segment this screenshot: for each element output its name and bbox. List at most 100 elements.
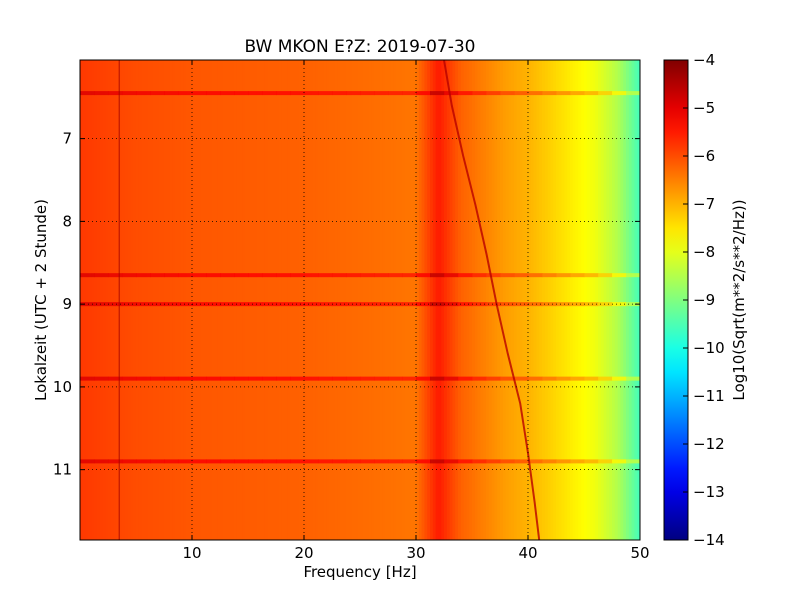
heatmap-band — [178, 376, 193, 381]
heatmap-column — [379, 60, 383, 540]
heatmap-column — [318, 60, 322, 540]
heatmap-band — [528, 459, 543, 464]
heatmap-band — [584, 273, 599, 278]
heatmap-column — [460, 60, 465, 540]
heatmap-column — [108, 60, 112, 540]
heatmap-band — [584, 459, 599, 464]
colorbar-tick-label: −13 — [693, 483, 725, 501]
heatmap-band — [220, 302, 235, 307]
heatmap-band — [626, 376, 640, 381]
heatmap-band — [290, 302, 305, 307]
heatmap-band — [192, 273, 207, 278]
heatmap-column — [172, 60, 176, 540]
x-tick-label: 20 — [294, 544, 313, 562]
heatmap-column — [248, 60, 252, 540]
colorbar-tick-label: −4 — [693, 51, 715, 69]
heatmap-column — [393, 60, 397, 540]
heatmap-band — [402, 91, 417, 96]
heatmap-column — [432, 60, 437, 540]
heatmap-band — [458, 302, 473, 307]
heatmap-column — [214, 60, 218, 540]
heatmap-column — [584, 60, 588, 540]
heatmap-band — [444, 91, 459, 96]
heatmap-column — [267, 60, 271, 540]
heatmap-column — [194, 60, 199, 540]
heatmap-band — [626, 459, 640, 464]
heatmap-column — [236, 60, 241, 540]
heatmap-band — [346, 459, 361, 464]
heatmap-band — [80, 91, 95, 96]
heatmap-band — [192, 302, 207, 307]
heatmap-band — [304, 376, 319, 381]
heatmap-band — [598, 459, 613, 464]
heatmap-column — [343, 60, 347, 540]
heatmap-column — [623, 60, 627, 540]
heatmap-band — [514, 459, 529, 464]
heatmap-column — [360, 60, 364, 540]
heatmap-column — [94, 60, 98, 540]
heatmap-column — [617, 60, 621, 540]
heatmap-column — [586, 60, 591, 540]
heatmap-band — [430, 376, 445, 381]
heatmap-column — [502, 60, 507, 540]
heatmap-column — [270, 60, 274, 540]
heatmap-band — [234, 302, 249, 307]
heatmap-column — [206, 60, 210, 540]
heatmap-column — [225, 60, 229, 540]
heatmap-band — [598, 302, 613, 307]
heatmap-column — [228, 60, 232, 540]
heatmap-band — [542, 91, 557, 96]
heatmap-column — [262, 60, 266, 540]
heatmap-band — [388, 459, 403, 464]
heatmap-column — [628, 60, 633, 540]
heatmap-column — [152, 60, 157, 540]
heatmap-column — [522, 60, 526, 540]
heatmap-column — [528, 60, 532, 540]
heatmap-column — [427, 60, 431, 540]
heatmap-band — [360, 302, 375, 307]
heatmap-column — [200, 60, 204, 540]
heatmap-band — [192, 91, 207, 96]
heatmap-column — [581, 60, 585, 540]
heatmap-band — [514, 91, 529, 96]
heatmap-band — [542, 459, 557, 464]
plot-frame — [79, 59, 641, 541]
heatmap-column — [281, 60, 285, 540]
heatmap-band — [388, 273, 403, 278]
plot-area — [80, 60, 640, 540]
heatmap-column — [567, 60, 571, 540]
heatmap-column — [575, 60, 579, 540]
heatmap-band — [472, 459, 487, 464]
heatmap-band — [514, 302, 529, 307]
heatmap-column — [147, 60, 151, 540]
heatmap-column — [416, 60, 420, 540]
heatmap-band — [444, 302, 459, 307]
heatmap-column — [497, 60, 501, 540]
heatmap-band — [472, 91, 487, 96]
heatmap-column — [466, 60, 470, 540]
heatmap-band — [360, 273, 375, 278]
heatmap-column — [542, 60, 546, 540]
heatmap-column — [273, 60, 277, 540]
heatmap-column — [136, 60, 140, 540]
heatmap-band — [80, 376, 95, 381]
heatmap-band — [122, 91, 137, 96]
heatmap-column — [169, 60, 173, 540]
heatmap-band — [374, 459, 389, 464]
heatmap-column — [620, 60, 624, 540]
heatmap-column — [547, 60, 551, 540]
heatmap-band — [80, 459, 95, 464]
heatmap-columns — [80, 60, 640, 540]
heatmap-column — [133, 60, 137, 540]
x-tick-label: 50 — [630, 544, 649, 562]
colorbar-tick-label: −6 — [693, 147, 715, 165]
heatmap-band — [542, 376, 557, 381]
heatmap-column — [519, 60, 523, 540]
heatmap-column — [606, 60, 610, 540]
heatmap-column — [119, 60, 123, 540]
heatmap-band — [304, 273, 319, 278]
heatmap-band — [220, 273, 235, 278]
heatmap-column — [264, 60, 269, 540]
heatmap-column — [222, 60, 227, 540]
heatmap-column — [155, 60, 159, 540]
